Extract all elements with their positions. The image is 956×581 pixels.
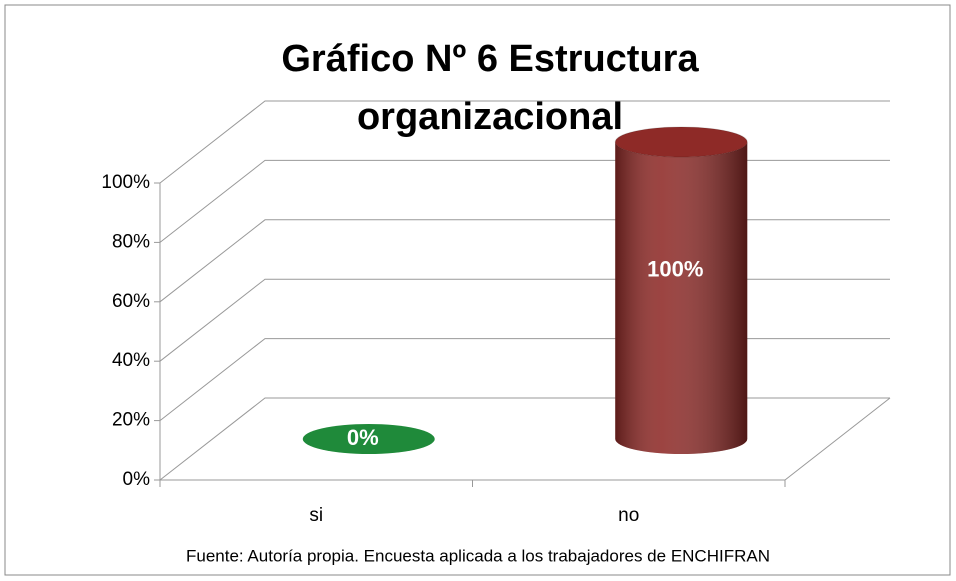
y-tick-label: 80% — [112, 231, 150, 252]
source-note: Fuente: Autoría propia. Encuesta aplicad… — [186, 546, 770, 565]
cylinder-top — [614, 126, 748, 158]
y-tick-label: 100% — [101, 172, 150, 193]
y-tick-label: 20% — [112, 410, 150, 431]
y-tick-label: 0% — [123, 469, 151, 490]
grid-line — [159, 100, 890, 184]
cylinder-shade — [615, 142, 748, 455]
x-tick-label: si — [309, 505, 323, 526]
x-tick-label: no — [618, 505, 639, 526]
chart-title: Gráfico Nº 6 Estructura organizacional — [281, 38, 699, 138]
value-label: 0% — [347, 425, 379, 450]
y-tick-label: 60% — [112, 291, 150, 312]
y-tick-label: 40% — [112, 350, 150, 371]
cylinder-top — [302, 424, 435, 454]
floor-edge — [784, 397, 891, 481]
title-box: Gráfico Nº 6 Estructura organizacional — [281, 38, 699, 138]
value-label: 100% — [647, 256, 703, 281]
